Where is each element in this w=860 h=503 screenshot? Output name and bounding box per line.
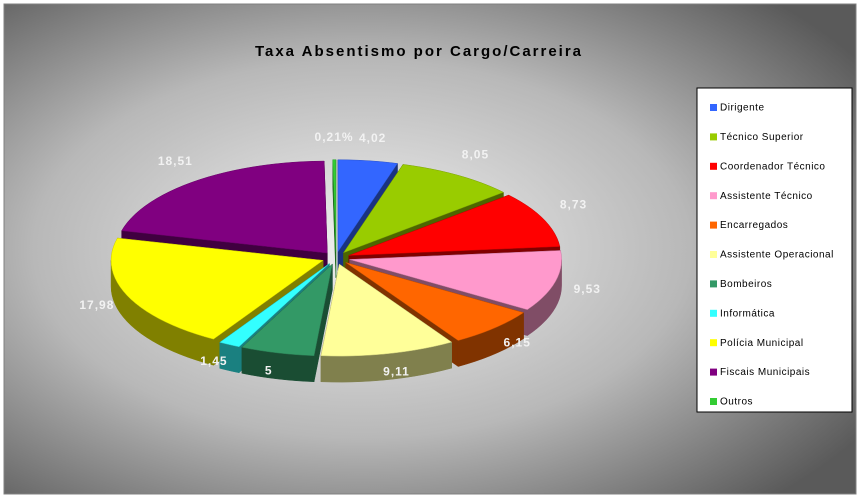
data-label: 17,98 [79, 298, 114, 312]
slice [219, 263, 330, 348]
data-label: 6,15 [504, 335, 531, 349]
data-label: 8,05 [462, 148, 489, 162]
legend-label: Outros [720, 397, 753, 408]
legend-label: Coordenador Técnico [720, 161, 826, 172]
legend-label: Assistente Operacional [720, 250, 834, 261]
data-label: 1,45 [200, 354, 227, 368]
data-label: 18,51 [158, 154, 193, 168]
data-label: 0,21% [315, 130, 354, 144]
legend-label: Dirigente [720, 103, 765, 114]
legend [696, 87, 853, 413]
legend-label: Encarregados [720, 220, 788, 231]
legend-swatch [710, 368, 717, 376]
legend-swatch [710, 192, 717, 200]
legend-label: Assistente Técnico [720, 191, 813, 202]
slice [332, 159, 337, 252]
slice [337, 159, 398, 253]
slice [241, 263, 333, 356]
slice [348, 194, 561, 256]
data-label: 8,73 [560, 198, 587, 212]
data-label: 4,02 [359, 131, 386, 145]
legend-swatch [710, 251, 717, 258]
slice [320, 263, 453, 357]
legend-swatch [710, 280, 717, 288]
data-label: 9,53 [574, 282, 601, 296]
legend-label: Técnico Superior [720, 132, 804, 143]
slice [345, 262, 525, 341]
legend-label: Polícia Municipal [720, 338, 804, 349]
slice [121, 160, 328, 254]
legend-swatch [710, 133, 717, 141]
slice [342, 164, 505, 254]
legend-swatch [710, 104, 717, 111]
legend-label: Informática [720, 308, 775, 319]
data-label: 5 [265, 364, 273, 378]
legend-swatch [710, 221, 717, 229]
legend-swatch [710, 162, 717, 170]
slice [349, 250, 562, 310]
data-label: 9,11 [383, 364, 410, 378]
legend-label: Fiscais Municipais [720, 367, 810, 378]
slice [110, 237, 324, 340]
legend-swatch [710, 398, 717, 405]
legend-swatch [710, 309, 717, 317]
chart-title: Taxa Absentismo por Cargo/Carreira [255, 43, 583, 60]
legend-swatch [710, 339, 717, 347]
legend-label: Bombeiros [720, 279, 772, 290]
